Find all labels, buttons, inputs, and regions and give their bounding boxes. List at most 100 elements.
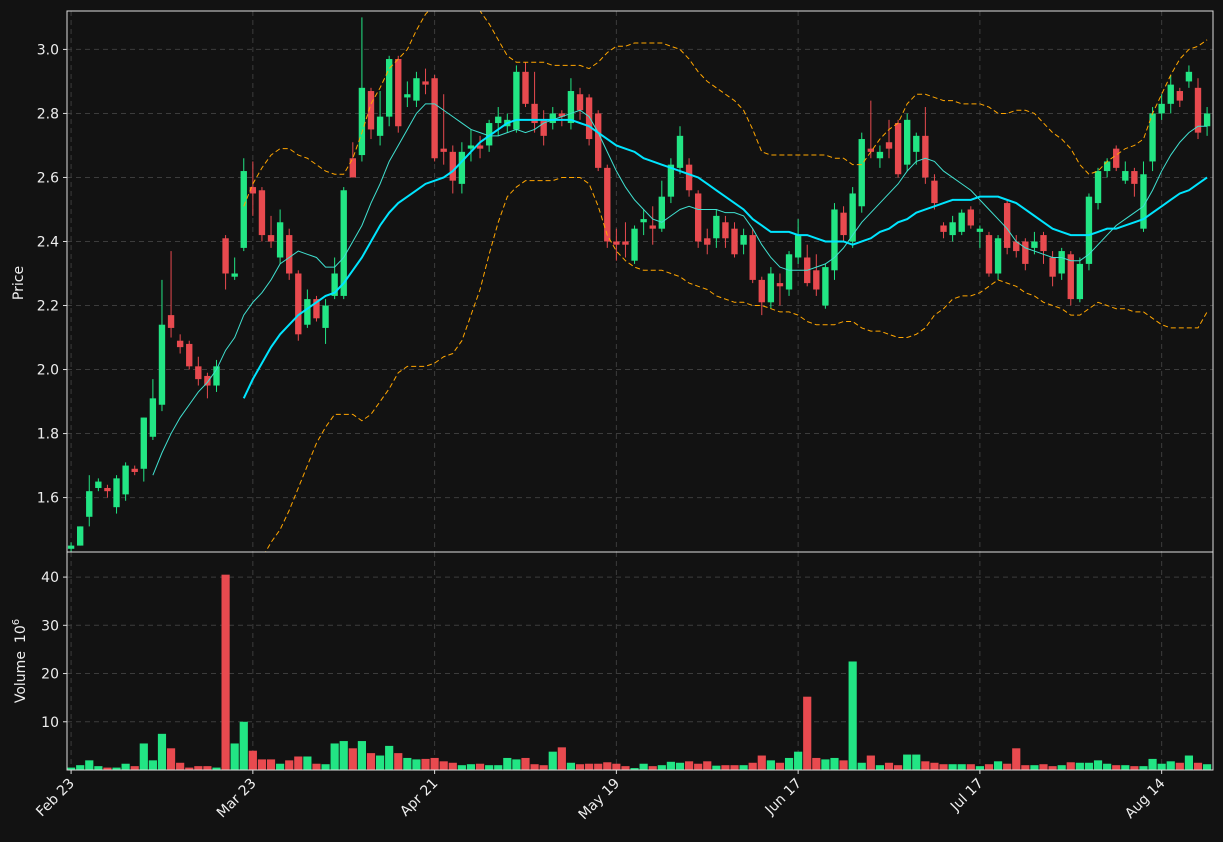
candle-body: [740, 235, 747, 245]
volume-bar: [94, 766, 103, 770]
volume-bar: [621, 766, 630, 770]
volume-bar: [276, 763, 285, 770]
volume-bar: [212, 767, 221, 770]
candle-body: [704, 238, 711, 245]
candle-body: [458, 151, 466, 184]
volume-bar: [566, 762, 576, 770]
candle-body: [358, 87, 366, 156]
candle-body: [440, 148, 447, 152]
volume-bar: [1175, 762, 1184, 770]
candle-body: [622, 241, 629, 245]
volume-bar: [130, 766, 139, 770]
candle-body: [1085, 196, 1093, 264]
candle-body: [922, 135, 929, 178]
overlay-line: [264, 176, 1208, 552]
candle-body: [449, 151, 456, 181]
candle-body: [331, 273, 338, 296]
candle-body: [367, 91, 375, 130]
overlay-line: [242, 118, 1208, 399]
candle-body: [667, 164, 675, 197]
candle-body: [485, 123, 493, 146]
volume-bar: [703, 761, 712, 770]
volume-bar: [803, 696, 812, 770]
volume-bar: [485, 765, 494, 770]
candle-body: [913, 135, 920, 152]
volume-bar: [530, 764, 539, 770]
candle-body: [1185, 71, 1193, 82]
candle-body: [1149, 113, 1156, 162]
candle-body: [1113, 148, 1120, 168]
candle-body: [431, 78, 438, 159]
candle-body: [295, 273, 302, 335]
candle-body: [1176, 91, 1184, 101]
candle-body: [576, 94, 584, 111]
candle-body: [949, 222, 956, 236]
candle-body: [967, 209, 974, 226]
volume-bar: [748, 762, 757, 770]
volume-bar: [348, 748, 357, 770]
y-tick-label: 10: [41, 715, 59, 731]
volume-bar: [121, 763, 130, 770]
candle-body: [249, 187, 257, 194]
candle-body: [1094, 171, 1102, 204]
candle-body: [395, 59, 402, 127]
candle-body: [940, 225, 947, 232]
candle-body: [758, 279, 765, 303]
candle-body: [204, 375, 211, 386]
volume-bar: [430, 757, 439, 770]
candle-body: [1140, 174, 1147, 229]
volume-bar: [321, 764, 330, 770]
volume-bar: [1084, 762, 1094, 770]
volume-bar: [821, 759, 830, 770]
volume-bar: [494, 765, 503, 770]
volume-bar: [1166, 761, 1175, 770]
volume-bar: [1184, 755, 1194, 770]
volume-bar: [939, 764, 948, 770]
volume-bar: [439, 761, 448, 770]
candle-body: [595, 113, 602, 168]
volume-bar: [594, 763, 603, 770]
volume-bar: [675, 762, 685, 770]
volume-bar: [721, 765, 730, 770]
candle-body: [540, 119, 547, 136]
candle-body: [794, 235, 802, 258]
volume-bar: [957, 764, 966, 770]
candle-body: [776, 283, 784, 287]
volume-bar: [921, 761, 930, 770]
volume-bar: [903, 754, 912, 770]
y-axis-label: Price: [11, 266, 27, 300]
candle-body: [1031, 241, 1038, 248]
volume-bar: [521, 757, 530, 770]
volume-bar: [730, 765, 739, 770]
candle-body: [213, 366, 220, 386]
volume-frame: [66, 551, 1214, 771]
candle-body: [131, 468, 138, 472]
volume-bar: [466, 764, 476, 770]
volume-bar: [848, 661, 857, 770]
candle-body: [640, 219, 647, 223]
candle-body: [513, 71, 520, 130]
candle-body: [258, 190, 266, 236]
candle-body: [1194, 87, 1202, 133]
candle-body: [604, 167, 611, 242]
price-panel: [67, 11, 1211, 552]
candle-body: [649, 225, 656, 229]
candle-body: [1131, 171, 1138, 184]
candle-body: [349, 158, 356, 178]
volume-bar: [630, 768, 639, 770]
volume-bar: [166, 748, 176, 770]
candle-body: [104, 487, 111, 492]
volume-bar: [1075, 762, 1084, 770]
volume-bar: [866, 755, 875, 770]
volume-bar: [548, 751, 557, 770]
volume-bar: [784, 757, 794, 770]
volume-bar: [975, 766, 984, 770]
volume-bar: [312, 763, 321, 770]
candle-body: [1058, 251, 1065, 274]
volume-bar: [966, 764, 975, 770]
candle-body: [994, 238, 1002, 274]
volume-bar: [894, 765, 903, 770]
candle-body: [840, 212, 847, 236]
volume-bar: [948, 764, 957, 770]
